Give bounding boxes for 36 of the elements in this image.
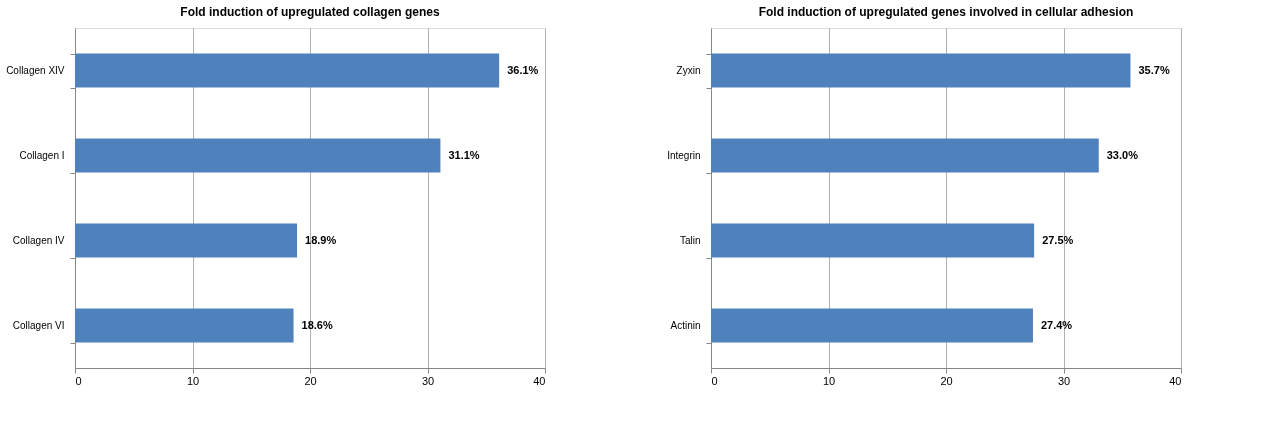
chart-title: Fold induction of upregulated genes involved in cellular adhesion: [758, 5, 1134, 19]
bar: [75, 53, 500, 88]
x-tick-label: 20: [304, 374, 317, 387]
data-label: 35.7%: [1138, 63, 1170, 76]
y-tick-label: Collagen IV: [12, 235, 65, 246]
x-tick-label: 0: [711, 374, 718, 387]
bar: [711, 53, 1131, 88]
bar: [75, 223, 298, 258]
x-tick-label: 30: [421, 374, 435, 387]
y-tick-label: Collagen VI: [12, 320, 65, 331]
bar: [75, 138, 441, 173]
bar: [711, 308, 1033, 343]
data-label: 18.6%: [301, 318, 333, 331]
bar: [711, 138, 1099, 173]
y-tick-label: Integrin: [667, 150, 701, 161]
y-tick-label: Collagen XIV: [6, 65, 65, 76]
bar: [75, 308, 294, 343]
data-label: 31.1%: [448, 148, 480, 161]
x-tick-label: 30: [1057, 374, 1071, 387]
x-tick-label: 40: [533, 374, 546, 387]
y-tick-label: Collagen I: [19, 150, 65, 161]
data-label: 33.0%: [1106, 148, 1139, 161]
y-tick-label: Actinin: [670, 320, 701, 331]
data-label: 18.9%: [305, 233, 337, 246]
x-tick-label: 10: [186, 374, 200, 387]
x-tick-label: 40: [1169, 374, 1182, 387]
x-tick-label: 20: [940, 374, 953, 387]
data-label: 27.4%: [1040, 318, 1073, 331]
data-label: 36.1%: [507, 63, 539, 76]
y-tick-label: Zyxin: [676, 65, 701, 76]
x-tick-label: 10: [822, 374, 836, 387]
data-label: 27.5%: [1042, 233, 1074, 246]
chart-title: Fold induction of upregulated collagen genes: [180, 5, 440, 19]
x-tick-label: 0: [75, 374, 82, 387]
bar: [711, 223, 1035, 258]
y-tick-label: Talin: [679, 235, 701, 246]
